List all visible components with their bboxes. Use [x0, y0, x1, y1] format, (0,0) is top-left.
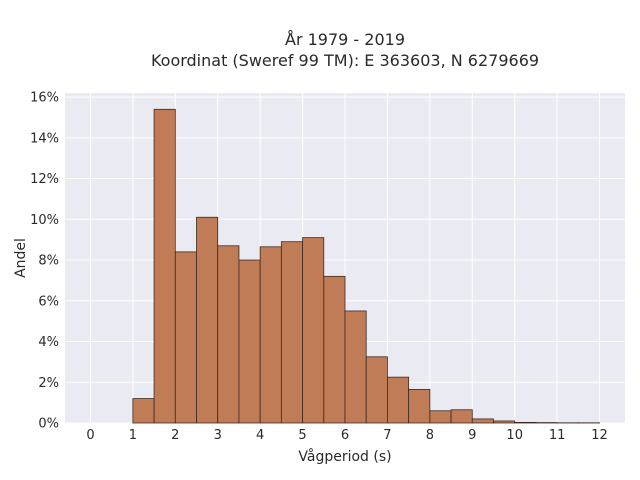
- y-tick-labels: 0% 2% 4% 6% 8% 10% 12% 14% 16%: [30, 91, 59, 432]
- histogram-bar: [344, 310, 367, 424]
- y-tick-label: 14%: [30, 131, 59, 146]
- histogram-bar: [493, 420, 516, 424]
- histogram-bar: [302, 237, 325, 424]
- histogram-bar: [153, 108, 176, 424]
- histogram-bar: [450, 409, 473, 424]
- y-tick-label: 16%: [30, 91, 59, 106]
- x-tick-label: 10: [506, 428, 523, 443]
- chart-title: År 1979 - 2019: [285, 30, 405, 49]
- y-tick-label: 0%: [38, 417, 59, 432]
- x-tick-label: 4: [256, 428, 264, 443]
- x-axis-label: Vågperiod (s): [298, 448, 391, 465]
- y-tick-label: 8%: [38, 254, 59, 269]
- histogram-bar: [196, 216, 219, 424]
- x-tick-label: 3: [214, 428, 222, 443]
- histogram-bar: [217, 245, 240, 424]
- histogram-bar: [429, 410, 452, 424]
- x-tick-label: 0: [86, 428, 94, 443]
- x-tick-label: 2: [171, 428, 179, 443]
- histogram-bar: [471, 418, 494, 424]
- histogram-bar: [365, 356, 388, 424]
- x-tick-label: 12: [591, 428, 608, 443]
- x-tick-label: 6: [341, 428, 349, 443]
- histogram-bar: [408, 388, 431, 424]
- histogram-bar: [132, 398, 155, 424]
- y-tick-label: 10%: [30, 213, 59, 228]
- y-tick-label: 6%: [38, 294, 59, 309]
- histogram-bar: [238, 259, 261, 424]
- chart-subtitle: Koordinat (Sweref 99 TM): E 363603, N 62…: [151, 51, 539, 70]
- x-tick-label: 11: [549, 428, 566, 443]
- histogram-bar: [280, 241, 303, 424]
- x-tick-label: 9: [468, 428, 476, 443]
- histogram-bar: [387, 376, 410, 424]
- histogram-bar: [514, 421, 537, 424]
- histogram-bar: [323, 275, 346, 424]
- bars: [132, 108, 600, 424]
- x-tick-label: 5: [298, 428, 306, 443]
- x-tick-label: 7: [383, 428, 391, 443]
- y-tick-label: 2%: [38, 376, 59, 391]
- x-tick-label: 8: [426, 428, 434, 443]
- y-axis-label: Andel: [13, 238, 29, 278]
- histogram-bar: [174, 251, 197, 424]
- y-tick-label: 4%: [38, 335, 59, 350]
- x-tick-labels: 0 1 2 3 4 5 6 7 8 9 10 11 12: [86, 428, 608, 443]
- x-tick-label: 1: [129, 428, 137, 443]
- histogram-bar: [259, 246, 282, 424]
- y-tick-label: 12%: [30, 172, 59, 187]
